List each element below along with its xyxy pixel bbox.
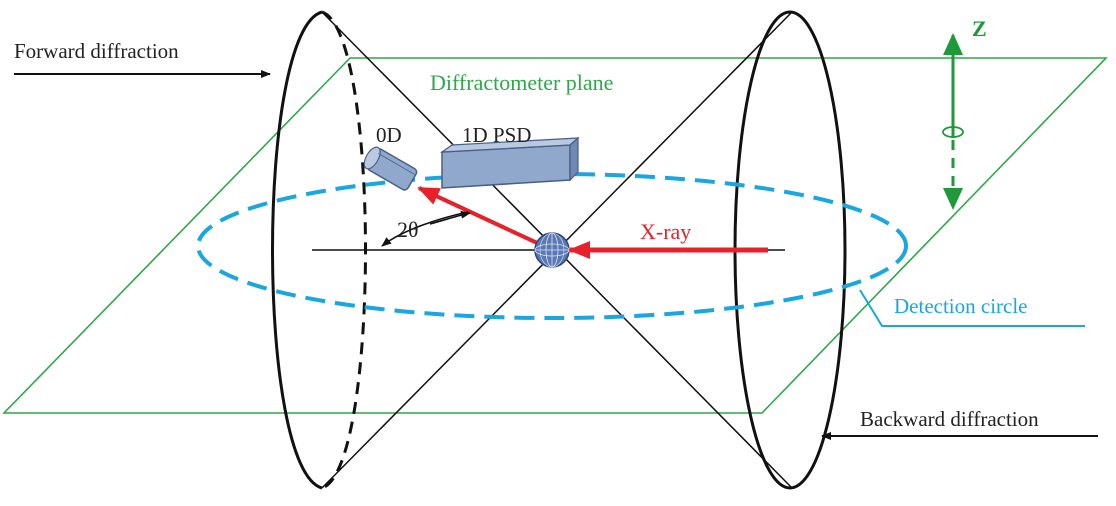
detection-circle-label: Detection circle: [894, 294, 1028, 318]
detection-circle-leader: [859, 289, 1085, 327]
one-d-psd-label: 1D PSD: [462, 123, 531, 147]
diffractometer-plane: [2, 57, 1108, 414]
zero-d-detector: [363, 146, 418, 191]
backward-diffraction-label: Backward diffraction: [860, 407, 1039, 431]
forward-diffraction-label: Forward diffraction: [14, 39, 179, 63]
two-theta-label: 2θ: [397, 217, 419, 242]
diffractometer-plane-label: Diffractometer plane: [430, 70, 613, 95]
diffracted-beam-arrow: [417, 186, 549, 250]
x-ray-label: X-ray: [640, 219, 691, 244]
two-theta-arc: [381, 211, 469, 247]
z-axis: [942, 33, 964, 210]
one-d-psd-detector: [439, 136, 580, 189]
z-rotation-icon: [942, 126, 964, 138]
sample-sphere: [534, 232, 570, 268]
zero-d-label: 0D: [376, 123, 402, 147]
z-axis-label: Z: [972, 16, 987, 41]
